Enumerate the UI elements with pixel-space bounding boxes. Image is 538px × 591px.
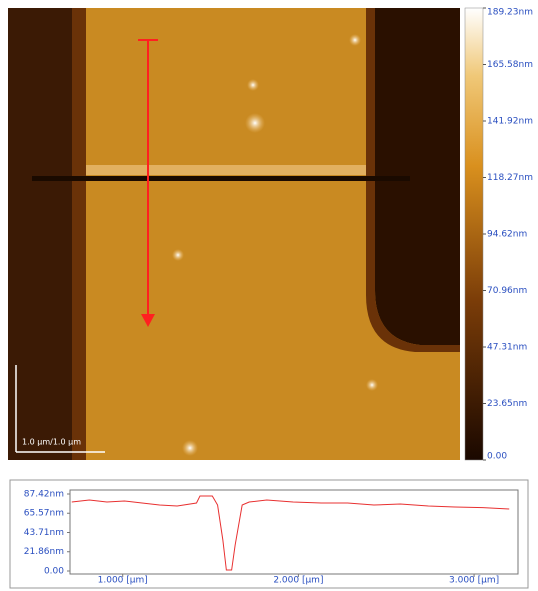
colorbar-tick-label: 165.58nm [487, 60, 533, 70]
page: 1.0 μm/1.0 μm 189.23nm 165.58nm 141.92nm 11… [0, 0, 538, 591]
colorbar-tick-label: 70.96nm [487, 286, 527, 296]
afm-image: 1.0 μm/1.0 μm [8, 8, 460, 460]
profile-frame [10, 480, 528, 588]
colorbar [465, 8, 483, 460]
y-tick-label: 21.86nm [24, 547, 64, 557]
colorbar-tick-label: 47.31nm [487, 342, 527, 352]
colorbar-tick-label: 118.27nm [487, 173, 533, 183]
colorbar-tick-label: 23.65nm [487, 399, 527, 409]
scale-bar-label: 1.0 μm/1.0 μm [22, 438, 81, 447]
colorbar-tick-label: 0.00 [487, 452, 507, 462]
colorbar-tick-label: 189.23nm [487, 8, 533, 18]
x-tick-label: 2.000 [μm] [273, 576, 323, 586]
y-tick-label: 65.57nm [24, 509, 64, 519]
colorbar-tick-label: 141.92nm [487, 117, 533, 127]
x-tick-label: 1.000 [μm] [98, 576, 148, 586]
y-tick-label: 43.71nm [24, 528, 64, 538]
x-tick-label: 3.000 [μm] [449, 576, 499, 586]
colorbar-tick-label: 94.62nm [487, 229, 527, 239]
y-tick-label: 0.00 [44, 567, 64, 577]
y-tick-label: 87.42nm [24, 490, 64, 500]
